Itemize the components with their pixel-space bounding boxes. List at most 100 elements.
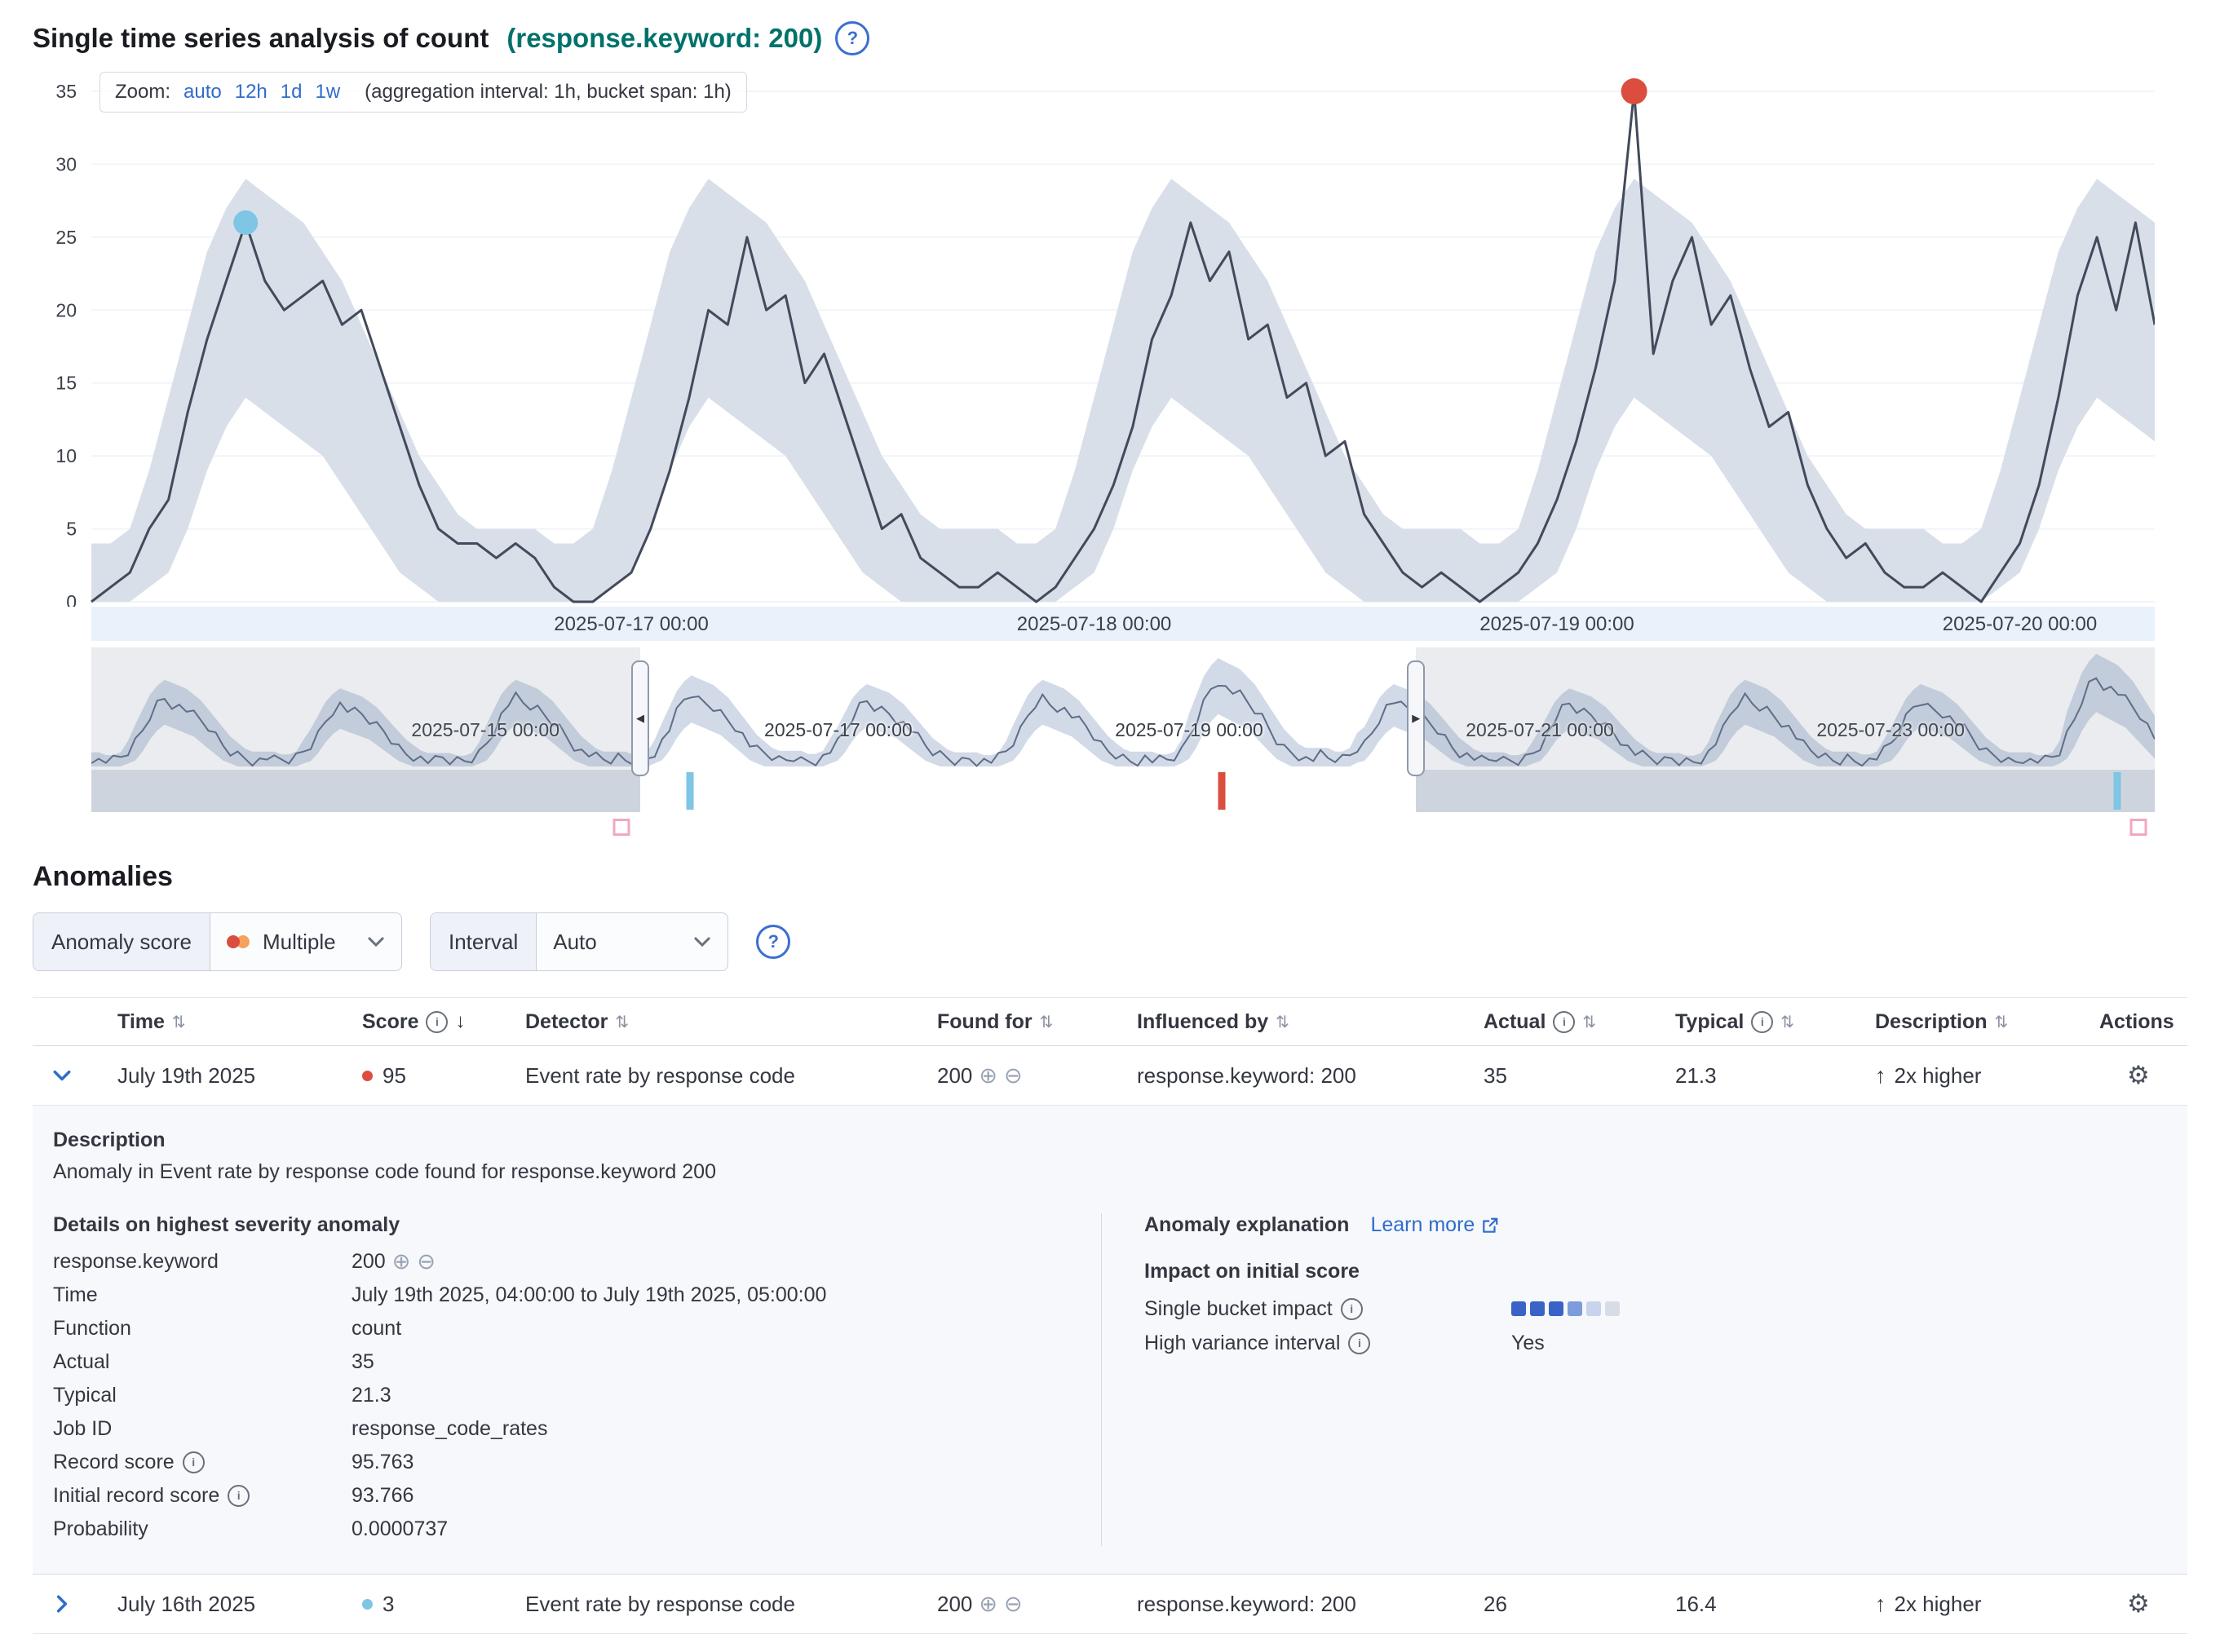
aggregation-note: (aggregation interval: 1h, bucket span: … bbox=[365, 81, 732, 103]
zoom-option-1d[interactable]: 1d bbox=[280, 81, 303, 103]
detail-field-value: 95.763 bbox=[352, 1451, 414, 1473]
context-unselected-right bbox=[1416, 647, 2155, 812]
help-icon[interactable]: ? bbox=[835, 21, 870, 55]
range-marker[interactable] bbox=[612, 819, 630, 836]
sort-icon: ⇅ bbox=[615, 1013, 630, 1031]
impact-square bbox=[1605, 1301, 1620, 1316]
column-header-detector[interactable]: Detector ⇅ bbox=[525, 1010, 937, 1034]
detail-field-value: 93.766 bbox=[352, 1484, 414, 1507]
context-axis-label: 2025-07-19 00:00 bbox=[1115, 719, 1263, 740]
detail-field-value: 0.0000737 bbox=[352, 1517, 449, 1540]
info-icon: i bbox=[1348, 1332, 1371, 1354]
anomalies-controls: Anomaly score Multiple Interval Auto ? bbox=[33, 912, 2187, 971]
column-header-score[interactable]: Score i ↓ bbox=[362, 1010, 525, 1034]
score-cell: 95 bbox=[362, 1063, 525, 1089]
detail-field-row: Function count bbox=[53, 1312, 1101, 1345]
column-header-typical[interactable]: Typical i ⇅ bbox=[1675, 1010, 1875, 1034]
main-chart-svg[interactable]: 0 5 10 15 20 25 30 35 bbox=[33, 68, 2155, 607]
range-marker[interactable] bbox=[2129, 819, 2147, 836]
zoom-option-auto[interactable]: auto bbox=[184, 81, 222, 103]
impact-score-squares bbox=[1511, 1301, 1620, 1316]
interval-help-icon[interactable]: ? bbox=[756, 925, 791, 959]
influenced-by-cell: response.keyword: 200 bbox=[1137, 1591, 1356, 1616]
zoom-option-1w[interactable]: 1w bbox=[315, 81, 341, 103]
svg-text:20: 20 bbox=[55, 299, 77, 320]
explanation-title: Anomaly explanation bbox=[1144, 1213, 1350, 1236]
page-title: Single time series analysis of count bbox=[33, 23, 489, 53]
column-header-influenced-by[interactable]: Influenced by ⇅ bbox=[1137, 1010, 1484, 1034]
arrow-up-icon: ↑ bbox=[1875, 1062, 1886, 1088]
external-link-icon bbox=[1483, 1217, 1498, 1233]
column-label: Score bbox=[362, 1009, 419, 1033]
interval-select[interactable]: Interval Auto bbox=[429, 912, 729, 971]
description-title: Description bbox=[53, 1129, 166, 1151]
x-axis-label: 2025-07-18 00:00 bbox=[1016, 613, 1172, 635]
detail-fields: response.keyword 200 ⊕ ⊖ Time July 19th 2025,… bbox=[53, 1245, 1101, 1546]
sort-icon: ⇅ bbox=[1780, 1013, 1795, 1031]
swimlane-selection bbox=[639, 770, 1417, 812]
info-icon: i bbox=[228, 1485, 250, 1507]
filter-for-icon[interactable]: ⊕ bbox=[979, 1591, 998, 1616]
column-header-time[interactable]: Time ⇅ bbox=[117, 1010, 362, 1034]
brush-handle-right[interactable]: ▶ bbox=[1407, 660, 1426, 776]
typical-cell: 16.4 bbox=[1675, 1591, 1717, 1616]
details-title: Details on highest severity anomaly bbox=[53, 1213, 400, 1236]
detail-field-row: Probability 0.0000737 bbox=[53, 1513, 1101, 1546]
impact-square bbox=[1530, 1301, 1545, 1316]
expand-row-button[interactable] bbox=[33, 1592, 117, 1615]
filter-out-icon[interactable]: ⊖ bbox=[1004, 1591, 1023, 1616]
column-label: Influenced by bbox=[1137, 1009, 1269, 1033]
description-cell: ↑ 2x higher bbox=[1875, 1062, 1982, 1088]
filter-for-icon[interactable]: ⊕ bbox=[391, 1249, 411, 1274]
x-axis-label: 2025-07-19 00:00 bbox=[1479, 613, 1634, 635]
arrow-up-icon: ↑ bbox=[1875, 1591, 1886, 1616]
detail-field-label: response.keyword bbox=[53, 1250, 219, 1273]
column-label: Actions bbox=[2099, 1009, 2174, 1033]
description-cell: ↑ 2x higher bbox=[1875, 1591, 1982, 1616]
zoom-label: Zoom: bbox=[115, 81, 171, 103]
gear-icon[interactable]: ⚙ bbox=[2127, 1061, 2150, 1089]
detail-field-label: Record score i bbox=[53, 1446, 352, 1479]
actions-cell: ⚙ bbox=[2099, 1061, 2187, 1090]
anomaly-marker-critical[interactable] bbox=[1621, 78, 1647, 104]
filter-out-icon[interactable]: ⊖ bbox=[1004, 1062, 1023, 1088]
x-axis-label: 2025-07-17 00:00 bbox=[554, 613, 709, 635]
swimlane-anomaly-tick bbox=[2113, 772, 2121, 810]
info-icon: i bbox=[182, 1451, 205, 1473]
svg-text:5: 5 bbox=[66, 519, 77, 540]
x-axis-label: 2025-07-20 00:00 bbox=[1942, 613, 2098, 635]
column-label: Detector bbox=[525, 1009, 608, 1033]
brush-handle-left[interactable]: ◀ bbox=[630, 660, 649, 776]
anomaly-marker-warning[interactable] bbox=[233, 210, 259, 235]
column-header-actual[interactable]: Actual i ⇅ bbox=[1484, 1010, 1675, 1034]
filter-for-icon[interactable]: ⊕ bbox=[979, 1062, 998, 1088]
gear-icon[interactable]: ⚙ bbox=[2127, 1589, 2150, 1618]
anomaly-score-select[interactable]: Anomaly score Multiple bbox=[33, 912, 402, 971]
high-variance-row: High variance interval i Yes bbox=[1144, 1326, 2167, 1360]
impact-title: Impact on initial score bbox=[1144, 1260, 1360, 1283]
table-row[interactable]: July 16th 2025 3 Event rate by response … bbox=[33, 1575, 2187, 1634]
context-chart[interactable]: 2025-07-15 00:00 2025-07-17 00:00 2025-07-… bbox=[91, 647, 2155, 840]
column-label: Typical bbox=[1675, 1009, 1745, 1033]
context-chart-svg bbox=[91, 653, 2155, 767]
collapse-row-button[interactable] bbox=[33, 1064, 117, 1087]
detail-field-label: Actual bbox=[53, 1350, 110, 1373]
column-header-found-for[interactable]: Found for ⇅ bbox=[937, 1010, 1137, 1034]
table-row[interactable]: July 19th 2025 95 Event rate by response… bbox=[33, 1046, 2187, 1106]
learn-more-link[interactable]: Learn more bbox=[1370, 1213, 1499, 1237]
detail-field-value: count bbox=[352, 1317, 402, 1340]
anomalies-heading: Anomalies bbox=[33, 861, 173, 892]
svg-text:15: 15 bbox=[55, 373, 77, 394]
filter-out-icon[interactable]: ⊖ bbox=[417, 1249, 436, 1274]
column-header-description[interactable]: Description ⇅ bbox=[1875, 1010, 2099, 1034]
context-axis-label: 2025-07-21 00:00 bbox=[1466, 719, 1614, 740]
zoom-links: auto 12h 1d 1w bbox=[184, 81, 340, 104]
x-axis-strip: 2025-07-17 00:00 2025-07-18 00:00 2025-07-… bbox=[91, 607, 2155, 641]
info-icon: i bbox=[1751, 1010, 1774, 1033]
time-cell: July 16th 2025 bbox=[117, 1591, 256, 1616]
context-unselected-left bbox=[91, 647, 640, 812]
sort-icon: ⇅ bbox=[1276, 1013, 1289, 1031]
zoom-option-12h[interactable]: 12h bbox=[234, 81, 268, 103]
svg-text:10: 10 bbox=[55, 445, 77, 466]
detail-field-value: 200 ⊕ ⊖ bbox=[352, 1249, 436, 1274]
